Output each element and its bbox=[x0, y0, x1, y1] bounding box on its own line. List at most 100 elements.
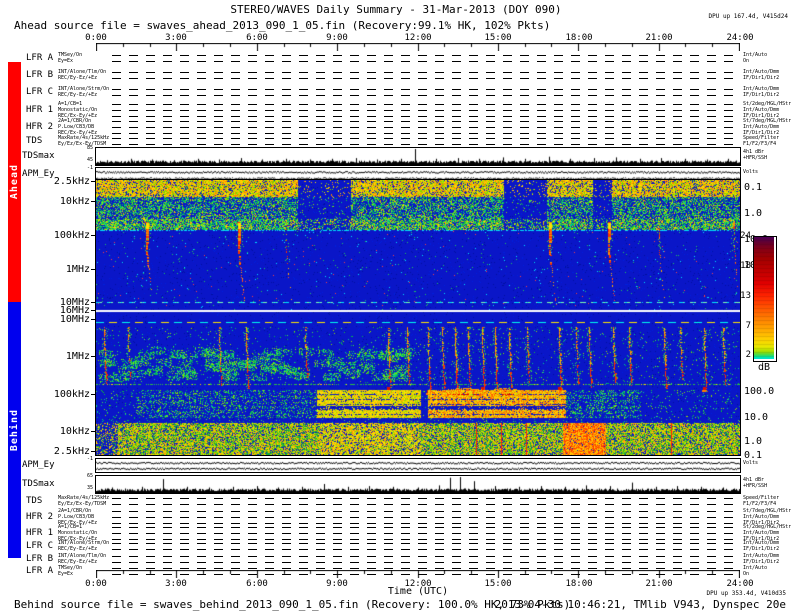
receiver-label: HFR 1 bbox=[26, 105, 54, 115]
freq-label: 100kHz bbox=[53, 230, 90, 241]
receiver-row-hfr-1-ahead: HFR 1 A=1/CB=1 Monostatic/On REC/Ex-Ey/+… bbox=[0, 101, 792, 119]
status-trace-lines bbox=[112, 542, 737, 550]
time-tick-label: 0:00 bbox=[85, 579, 107, 589]
freq-tick-mark bbox=[91, 201, 96, 202]
time-tick-label: 3:00 bbox=[165, 579, 187, 589]
receiver-label: LFR C bbox=[26, 541, 54, 551]
status-trace-lines bbox=[112, 120, 737, 134]
colorbar-unit-label: dB bbox=[757, 362, 771, 373]
receiver-mode-note: St/7deg/HGL/HStr Int/Auto/Dmm IF/Dir1/Di… bbox=[743, 118, 792, 136]
receiver-mode-note: Speed/Filter F1/F2/F3/F4 bbox=[743, 135, 780, 147]
time-tick-label: 12:00 bbox=[404, 579, 432, 589]
time-tick-label: 15:00 bbox=[484, 579, 512, 589]
receiver-config-note: TMSey/On Ey=Ex bbox=[58, 52, 83, 64]
ahead-dpu-status: DPU up 167.4d, V415d24 bbox=[708, 13, 788, 20]
right-axis-value: 0.1 bbox=[744, 182, 763, 193]
time-tick-label: 15:00 bbox=[484, 33, 512, 43]
time-tick-label: 0:00 bbox=[85, 33, 107, 43]
freq-label: 2.5kHz bbox=[53, 176, 90, 187]
right-axis-value: 1.0 bbox=[744, 436, 763, 447]
status-trace-lines bbox=[112, 137, 737, 145]
receiver-label: HFR 2 bbox=[26, 122, 54, 132]
freq-label-junction: 16MHz bbox=[59, 305, 90, 316]
freq-label: 1MHz bbox=[65, 264, 90, 275]
time-tick-label: 24:00 bbox=[726, 579, 754, 589]
receiver-mode-note: Int/Auto/Dmm IF/Dir1/Dir2 bbox=[743, 69, 780, 81]
receiver-label: HFR 2 bbox=[26, 512, 54, 522]
receiver-label: LFR A bbox=[26, 566, 54, 576]
tdsmax-label-ahead: TDSmax bbox=[22, 151, 55, 161]
time-tick-label: 3:00 bbox=[165, 33, 187, 43]
receiver-label: LFR B bbox=[26, 554, 54, 564]
generation-timestamp: 2013-04-30 10:46:21, TMlib V943, Dynspec… bbox=[494, 598, 786, 611]
receiver-config-note: 2A=1/CBR/On P.Low/CB3/DB REC/Ex-Ey/+Ez bbox=[58, 118, 98, 136]
time-tick-label: 6:00 bbox=[246, 33, 268, 43]
ahead-source-line: Ahead source file = swaves_ahead_2013_09… bbox=[14, 19, 551, 32]
status-trace-lines bbox=[112, 54, 737, 62]
time-tick-label: 9:00 bbox=[326, 579, 348, 589]
tdsmax-tick-upper: 65 bbox=[86, 473, 93, 479]
freq-label: 10MHz bbox=[59, 297, 90, 308]
receiver-config-note: INT/Alone/Strm/On REC/Ey-Ez/+Ez bbox=[58, 540, 110, 552]
receiver-mode-note: Speed/Filter F1/F2/F3/F4 bbox=[743, 495, 780, 507]
freq-tick-mark bbox=[91, 394, 96, 395]
colorbar-tick: 2 bbox=[745, 350, 751, 360]
apm-unit-note: Volts bbox=[743, 460, 759, 466]
time-tick-label: 6:00 bbox=[246, 579, 268, 589]
receiver-row-hfr-2-ahead: HFR 2 2A=1/CBR/On P.Low/CB3/DB REC/Ex-Ey… bbox=[0, 118, 792, 136]
tdsmax-note: 4h1 dBr +HFR/SSH bbox=[743, 149, 768, 161]
behind-source-line: Behind source file = swaves_behind_2013_… bbox=[14, 598, 571, 611]
apm-tick: -1 bbox=[86, 165, 93, 171]
receiver-row-hfr-2-behind: HFR 2 2A=1/CBR/On P.Low/CB3/DB REC/Ex-Ey… bbox=[0, 508, 792, 526]
receiver-mode-note: Int/Auto On bbox=[743, 52, 768, 64]
right-axis-value: 1.0 bbox=[744, 208, 763, 219]
tdsmax-tick-upper: 85 bbox=[86, 145, 93, 151]
tdsmax-note: 4h1 dBr +HFR/SSH bbox=[743, 477, 768, 489]
receiver-row-hfr-1-behind: HFR 1 A=1/CB=1 Monostatic/On REC/Ex-Ey/+… bbox=[0, 524, 792, 542]
apm-trace-ahead bbox=[96, 168, 740, 181]
status-trace-lines bbox=[112, 71, 737, 79]
time-tick-label: 21:00 bbox=[645, 33, 673, 43]
receiver-config-note: INT/Alone/Tlm/On REC/Ey-Ez/+Ez bbox=[58, 553, 107, 565]
right-axis-value: 100.0 bbox=[744, 386, 775, 397]
receiver-row-lfr-b-behind: LFR B INT/Alone/Tlm/On REC/Ey-Ez/+Ez Int… bbox=[0, 553, 792, 571]
freq-label: 1MHz bbox=[65, 351, 90, 362]
bottom-time-axis-ruler bbox=[96, 570, 740, 578]
receiver-label: TDS bbox=[26, 136, 43, 146]
behind-bar-label: Behind bbox=[9, 408, 20, 452]
time-tick-label: 21:00 bbox=[645, 579, 673, 589]
receiver-config-note: MaxRate/4s/125kHz Ey/Ez/Ex-Ey/TDSM bbox=[58, 495, 110, 507]
ahead-spacecraft-bar: Ahead bbox=[8, 62, 21, 302]
receiver-config-note: TMSey/On Ey=Ex bbox=[58, 565, 83, 577]
time-tick-label: 12:00 bbox=[404, 33, 432, 43]
receiver-row-tds-behind: TDS MaxRate/4s/125kHz Ey/Ez/Ex-Ey/TDSM S… bbox=[0, 495, 792, 513]
freq-tick-mark bbox=[91, 310, 96, 311]
receiver-label: HFR 1 bbox=[26, 528, 54, 538]
tdsmax-panel-ahead bbox=[95, 147, 741, 166]
freq-label: 100kHz bbox=[53, 389, 90, 400]
receiver-config-note: MaxRate/4s/125kHz Ey/Ez/Ex-Ey/TDSM bbox=[58, 135, 110, 147]
status-trace-lines bbox=[112, 497, 737, 505]
receiver-mode-note: Int/Auto/Dmm IF/Dir1/Dir2 bbox=[743, 86, 780, 98]
freq-label: 10MHz bbox=[59, 314, 90, 325]
apm-panel-behind bbox=[95, 458, 741, 473]
status-trace-lines bbox=[112, 555, 737, 563]
receiver-mode-note: St/7deg/HGL/HStr Int/Auto/Dmm IF/Dir1/Di… bbox=[743, 508, 792, 526]
status-trace-lines bbox=[112, 103, 737, 117]
apm-label-ahead: APM_Ey bbox=[22, 169, 55, 179]
behind-dpu-status: DPU up 353.4d, V410d35 bbox=[706, 590, 786, 597]
status-trace-lines bbox=[112, 88, 737, 96]
ahead-bar-label: Ahead bbox=[9, 164, 20, 200]
status-trace-lines bbox=[112, 526, 737, 540]
apm-tick: -1 bbox=[86, 456, 93, 462]
freq-tick-mark bbox=[91, 451, 96, 452]
apm-trace-behind bbox=[96, 459, 740, 472]
freq-tick-mark bbox=[91, 181, 96, 182]
freq-tick-mark bbox=[91, 269, 96, 270]
receiver-mode-note: St/2deg/HGL/HStr Int/Auto/Dmm IF/Dir1/Di… bbox=[743, 524, 792, 542]
time-tick-label: 9:00 bbox=[326, 33, 348, 43]
tdsmax-tick-lower: 45 bbox=[86, 157, 93, 163]
x-axis-title: Time (UTC) bbox=[387, 586, 449, 597]
apm-unit-note: Volts bbox=[743, 169, 759, 175]
